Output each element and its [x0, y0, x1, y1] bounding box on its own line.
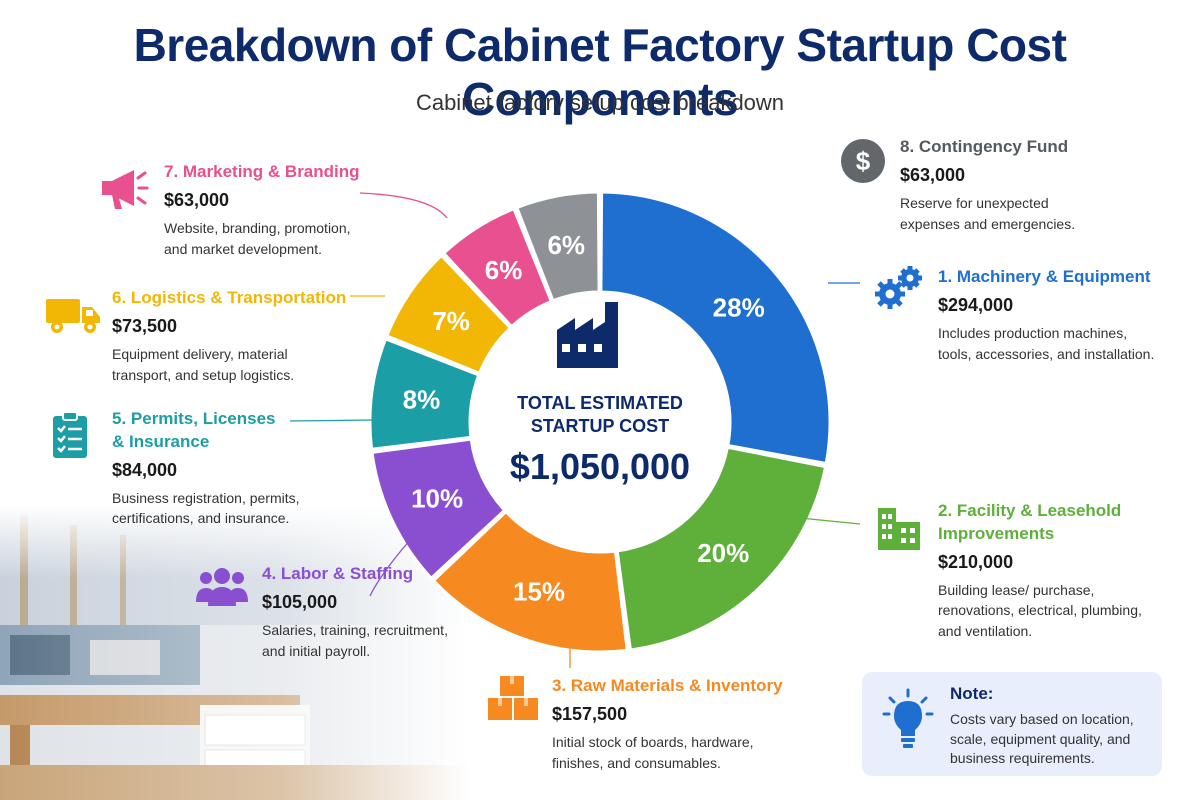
category-desc: Includes production machines, tools, acc…	[938, 325, 1155, 362]
slice-label-1: 28%	[713, 292, 765, 322]
category-title: 7. Marketing & Branding	[164, 162, 360, 181]
category-title: 2. Facility & Leasehold Improvements	[938, 501, 1122, 543]
category-amount: $294,000	[938, 294, 1014, 315]
category-title: 1. Machinery & Equipment	[938, 267, 1151, 286]
category-raw-materials: 3. Raw Materials & Inventory $157,500 In…	[552, 675, 792, 773]
donut-slice-1	[599, 190, 832, 466]
donut-slice-2	[615, 445, 828, 652]
total-label: TOTAL ESTIMATED STARTUP COST	[517, 393, 683, 437]
category-desc: Salaries, training, recruitment, and ini…	[262, 622, 448, 659]
slice-label-8: 6%	[547, 230, 585, 260]
category-title: 5. Permits, Licenses & Insurance	[112, 409, 276, 451]
slice-label-2: 20%	[697, 538, 749, 568]
leader-line-facility	[799, 517, 861, 525]
dollar-icon: $	[841, 139, 885, 183]
category-machinery: 1. Machinery & Equipment $294,000 Includ…	[938, 266, 1168, 364]
slice-label-6: 7%	[432, 306, 470, 336]
svg-text:$: $	[856, 146, 871, 176]
category-permits: 5. Permits, Licenses & Insurance $84,000…	[112, 408, 312, 529]
category-title: 4. Labor & Staffing	[262, 564, 414, 583]
boxes-icon	[488, 676, 538, 720]
category-desc: Website, branding, promotion, and market…	[164, 220, 351, 257]
building-icon	[878, 508, 920, 550]
category-marketing: 7. Marketing & Branding $63,000 Website,…	[164, 161, 384, 259]
category-desc: Reserve for unexpected expenses and emer…	[900, 195, 1076, 232]
category-amount: $157,500	[552, 703, 628, 724]
category-amount: $63,000	[164, 189, 230, 210]
slice-label-7: 6%	[485, 255, 523, 285]
donut-slice-5	[368, 336, 481, 451]
category-amount: $84,000	[112, 459, 178, 480]
category-title: 8. Contingency Fund	[900, 137, 1069, 156]
clipboard-icon	[53, 411, 87, 458]
truck-icon	[46, 299, 100, 333]
donut-slice-6	[384, 253, 513, 376]
category-amount: $210,000	[938, 551, 1014, 572]
category-title: 3. Raw Materials & Inventory	[552, 676, 783, 695]
slice-label-4: 10%	[411, 484, 463, 514]
category-logistics: 6. Logistics & Transportation $73,500 Eq…	[112, 287, 352, 385]
chart-subtitle: Cabinet factory setup cost breakdown	[415, 90, 785, 115]
category-labor: 4. Labor & Staffing $105,000 Salaries, t…	[262, 563, 462, 661]
category-facility: 2. Facility & Leasehold Improvements $21…	[938, 500, 1142, 641]
category-title: 6. Logistics & Transportation	[112, 288, 347, 307]
category-amount: $73,500	[112, 315, 178, 336]
donut-slice-3	[431, 509, 629, 654]
category-amount: $105,000	[262, 591, 338, 612]
category-desc: Business registration, permits, certific…	[112, 490, 300, 527]
category-amount: $63,000	[900, 164, 966, 185]
leader-line-permits	[289, 419, 375, 422]
note-text: Costs vary based on location, scale, equ…	[950, 711, 1134, 767]
category-contingency: 8. Contingency Fund $63,000 Reserve for …	[900, 136, 1120, 234]
slice-label-3: 15%	[513, 576, 565, 606]
factory-icon	[557, 302, 618, 368]
leader-line-marketing	[359, 192, 448, 219]
note-title: Note:	[950, 684, 994, 703]
leader-line-labor	[369, 539, 411, 597]
slice-label-5: 8%	[403, 384, 441, 414]
note-box: Note: Costs vary based on location, scal…	[862, 672, 1162, 776]
total-value: $1,050,000	[509, 446, 691, 487]
chart-title: Breakdown of Cabinet Factory Startup Cos…	[133, 19, 1067, 125]
megaphone-icon	[102, 170, 149, 209]
lightbulb-icon	[882, 688, 934, 748]
category-desc: Initial stock of boards, hardware, finis…	[552, 734, 754, 771]
donut-slice-7	[441, 206, 554, 329]
donut-slice-4	[370, 437, 507, 581]
people-icon	[196, 568, 248, 606]
gears-icon	[875, 266, 922, 309]
category-desc: Building lease/ purchase, renovations, e…	[938, 582, 1142, 639]
donut-slice-8	[514, 190, 601, 303]
category-desc: Equipment delivery, material transport, …	[112, 346, 295, 383]
